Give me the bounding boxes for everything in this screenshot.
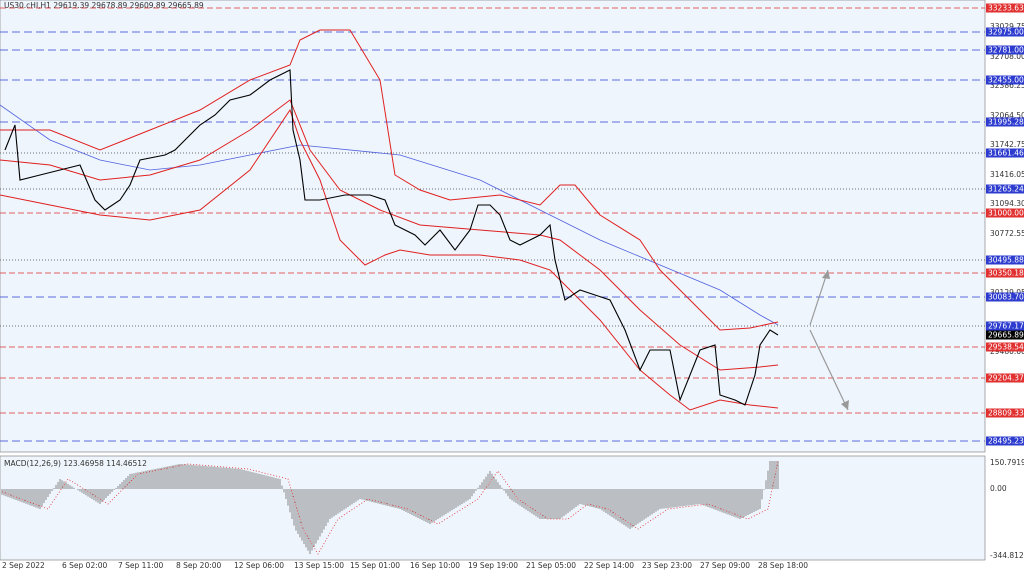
price-level-box (986, 268, 1024, 278)
price-level-box (986, 148, 1024, 158)
price-level-box (986, 255, 1024, 265)
price-scale-label: 32064.50 (990, 111, 1024, 120)
macd-signal (1, 460, 779, 555)
price-level-label: 29204.37 (988, 374, 1024, 383)
price-level-box (986, 292, 1024, 302)
price-level-box (986, 321, 1024, 331)
price-level-box (986, 373, 1024, 383)
price-level-label: 30083.70 (988, 293, 1024, 302)
time-label: 13 Sep 15:00 (294, 561, 344, 570)
price-scale-label: 31094.30 (990, 199, 1024, 208)
price-level-label: 29767.17 (988, 322, 1024, 331)
price-scale-label: 33029.75 (990, 22, 1024, 31)
price-level-label: 30495.88 (988, 256, 1024, 265)
time-label: 21 Sep 05:00 (526, 561, 576, 570)
macd-scale-label: 0.00 (990, 484, 1007, 493)
price-level-label: 31995.28 (988, 118, 1024, 127)
price-level-box (986, 117, 1024, 127)
price-scale-label: 31742.75 (990, 140, 1024, 149)
price-level-box (986, 27, 1024, 37)
price-level-label: 31000.00 (988, 209, 1024, 218)
time-label: 27 Sep 09:00 (700, 561, 750, 570)
price-level-label: 33233.63 (988, 4, 1024, 13)
arrow-head (822, 270, 830, 279)
time-label: 16 Sep 10:00 (410, 561, 460, 570)
price-level-box (986, 436, 1024, 446)
price-level-label: 31661.46 (988, 149, 1024, 158)
price-scale-label: 30772.55 (990, 229, 1024, 238)
time-label: 15 Sep 01:00 (350, 561, 400, 570)
moving-average (0, 104, 779, 326)
time-label: 8 Sep 20:00 (176, 561, 222, 570)
price-level-box (986, 3, 1024, 13)
price-panel (0, 0, 986, 453)
price-line (4, 69, 779, 406)
price-level-box (986, 408, 1024, 418)
projection-up (809, 269, 829, 326)
macd-scale-label: 150.79191 (990, 458, 1024, 467)
bollinger-band (0, 29, 779, 331)
time-label: 7 Sep 11:00 (118, 561, 164, 570)
price-level-label: 29665.89 (988, 331, 1024, 340)
price-level-box (986, 342, 1024, 352)
price-level-box (986, 208, 1024, 218)
indicators (0, 7, 985, 555)
price-level-label: 32455.00 (988, 76, 1024, 85)
time-label: 2 Sep 2022 (2, 561, 45, 570)
price-level-label: 32781.00 (988, 46, 1024, 55)
time-label: 6 Sep 02:00 (62, 561, 108, 570)
price-level-box (986, 75, 1024, 85)
price-level-label: 29538.54 (988, 343, 1024, 352)
price-scale-label: 31416.05 (990, 170, 1024, 179)
time-label: 12 Sep 06:00 (234, 561, 284, 570)
projection-down (809, 329, 849, 411)
price-scale-label: 32386.25 (990, 81, 1024, 90)
price-level-box (986, 184, 1024, 194)
time-label: 22 Sep 14:00 (584, 561, 634, 570)
price-level-label: 28809.33 (988, 409, 1024, 418)
macd-scale-label: -344.81257 (990, 551, 1024, 560)
bollinger-band (0, 108, 779, 411)
time-label: 23 Sep 23:00 (642, 561, 692, 570)
bollinger-band (0, 99, 779, 371)
symbol-header: US30.cHI,H1 29619.39 29678.89 29609.89 2… (4, 1, 204, 10)
macd-header: MACD(12,26,9) 123.46958 114.46512 (4, 459, 147, 468)
time-label: 28 Sep 18:00 (758, 561, 808, 570)
price-scale-label: 32708.00 (990, 52, 1024, 61)
price-level-label: 28495.23 (988, 437, 1024, 446)
time-label: 19 Sep 19:00 (468, 561, 518, 570)
arrow-head (841, 400, 849, 410)
price-level-label: 31265.24 (988, 185, 1024, 194)
price-level-box (986, 330, 1024, 340)
price-level-box (986, 45, 1024, 55)
price-level-label: 32975.00 (988, 28, 1024, 37)
price-level-label: 30350.18 (988, 269, 1024, 278)
